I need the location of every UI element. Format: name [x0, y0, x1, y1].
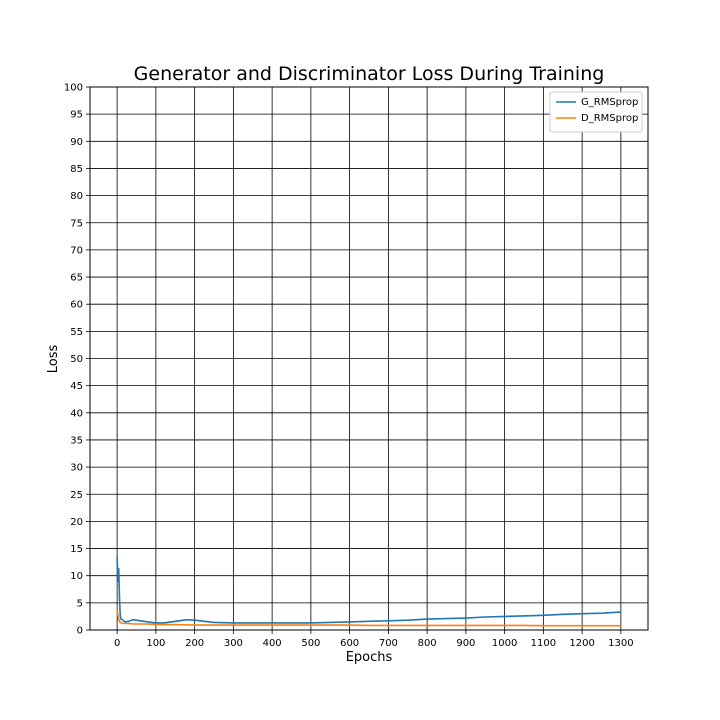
x-tick-label: 1100	[531, 638, 556, 649]
x-tick-label: 200	[185, 638, 204, 649]
x-tick-label: 100	[146, 638, 165, 649]
series-line-g-rmsprop	[116, 556, 621, 624]
y-tick-label: 25	[70, 490, 83, 501]
series-line-d-rmsprop	[116, 609, 621, 627]
legend-label: D_RMSprop	[581, 113, 638, 124]
x-tick-label: 1200	[569, 638, 594, 649]
y-tick-label: 50	[70, 354, 83, 365]
x-tick-label: 1300	[608, 638, 633, 649]
y-tick-label: 10	[70, 571, 83, 582]
x-axis-ticks: 0 100 200 300 400 500 600 700 800 900 1000 1100 1200…	[114, 630, 634, 649]
y-tick-label: 30	[70, 463, 83, 474]
y-tick-label: 65	[70, 273, 83, 284]
y-tick-label: 55	[70, 327, 83, 338]
y-tick-label: 85	[70, 164, 83, 175]
y-tick-label: 15	[70, 544, 83, 555]
y-tick-label: 0	[77, 626, 83, 637]
y-tick-label: 20	[70, 517, 83, 528]
legend-label: G_RMSprop	[581, 97, 638, 108]
x-tick-label: 600	[340, 638, 359, 649]
y-tick-label: 70	[70, 245, 83, 256]
y-axis-ticks: 0 5 10 15 20 25 30 35 40 45 50 55 60 65 70 75 80 85 90 95 10…	[64, 83, 90, 637]
x-axis-label: Epochs	[346, 650, 393, 665]
y-tick-label: 75	[70, 218, 83, 229]
x-tick-label: 800	[418, 638, 437, 649]
y-tick-label: 90	[70, 137, 83, 148]
x-tick-label: 900	[456, 638, 475, 649]
grid-lines	[90, 86, 648, 631]
x-tick-label: 700	[379, 638, 398, 649]
x-tick-label: 300	[224, 638, 243, 649]
chart-title: Generator and Discriminator Loss During …	[134, 63, 605, 85]
legend: G_RMSprop D_RMSprop	[549, 91, 643, 133]
x-tick-label: 1000	[492, 638, 517, 649]
y-axis-label: Loss	[46, 345, 61, 374]
x-tick-label: 0	[114, 638, 120, 649]
x-tick-label: 500	[301, 638, 320, 649]
x-tick-label: 400	[263, 638, 282, 649]
y-tick-label: 60	[70, 300, 83, 311]
y-tick-label: 5	[77, 598, 83, 609]
y-tick-label: 80	[70, 191, 83, 202]
y-tick-label: 100	[64, 83, 83, 94]
y-tick-label: 40	[70, 408, 83, 419]
y-tick-label: 35	[70, 435, 83, 446]
y-tick-label: 45	[70, 381, 83, 392]
plot-series	[116, 556, 621, 627]
y-tick-label: 95	[70, 110, 83, 121]
